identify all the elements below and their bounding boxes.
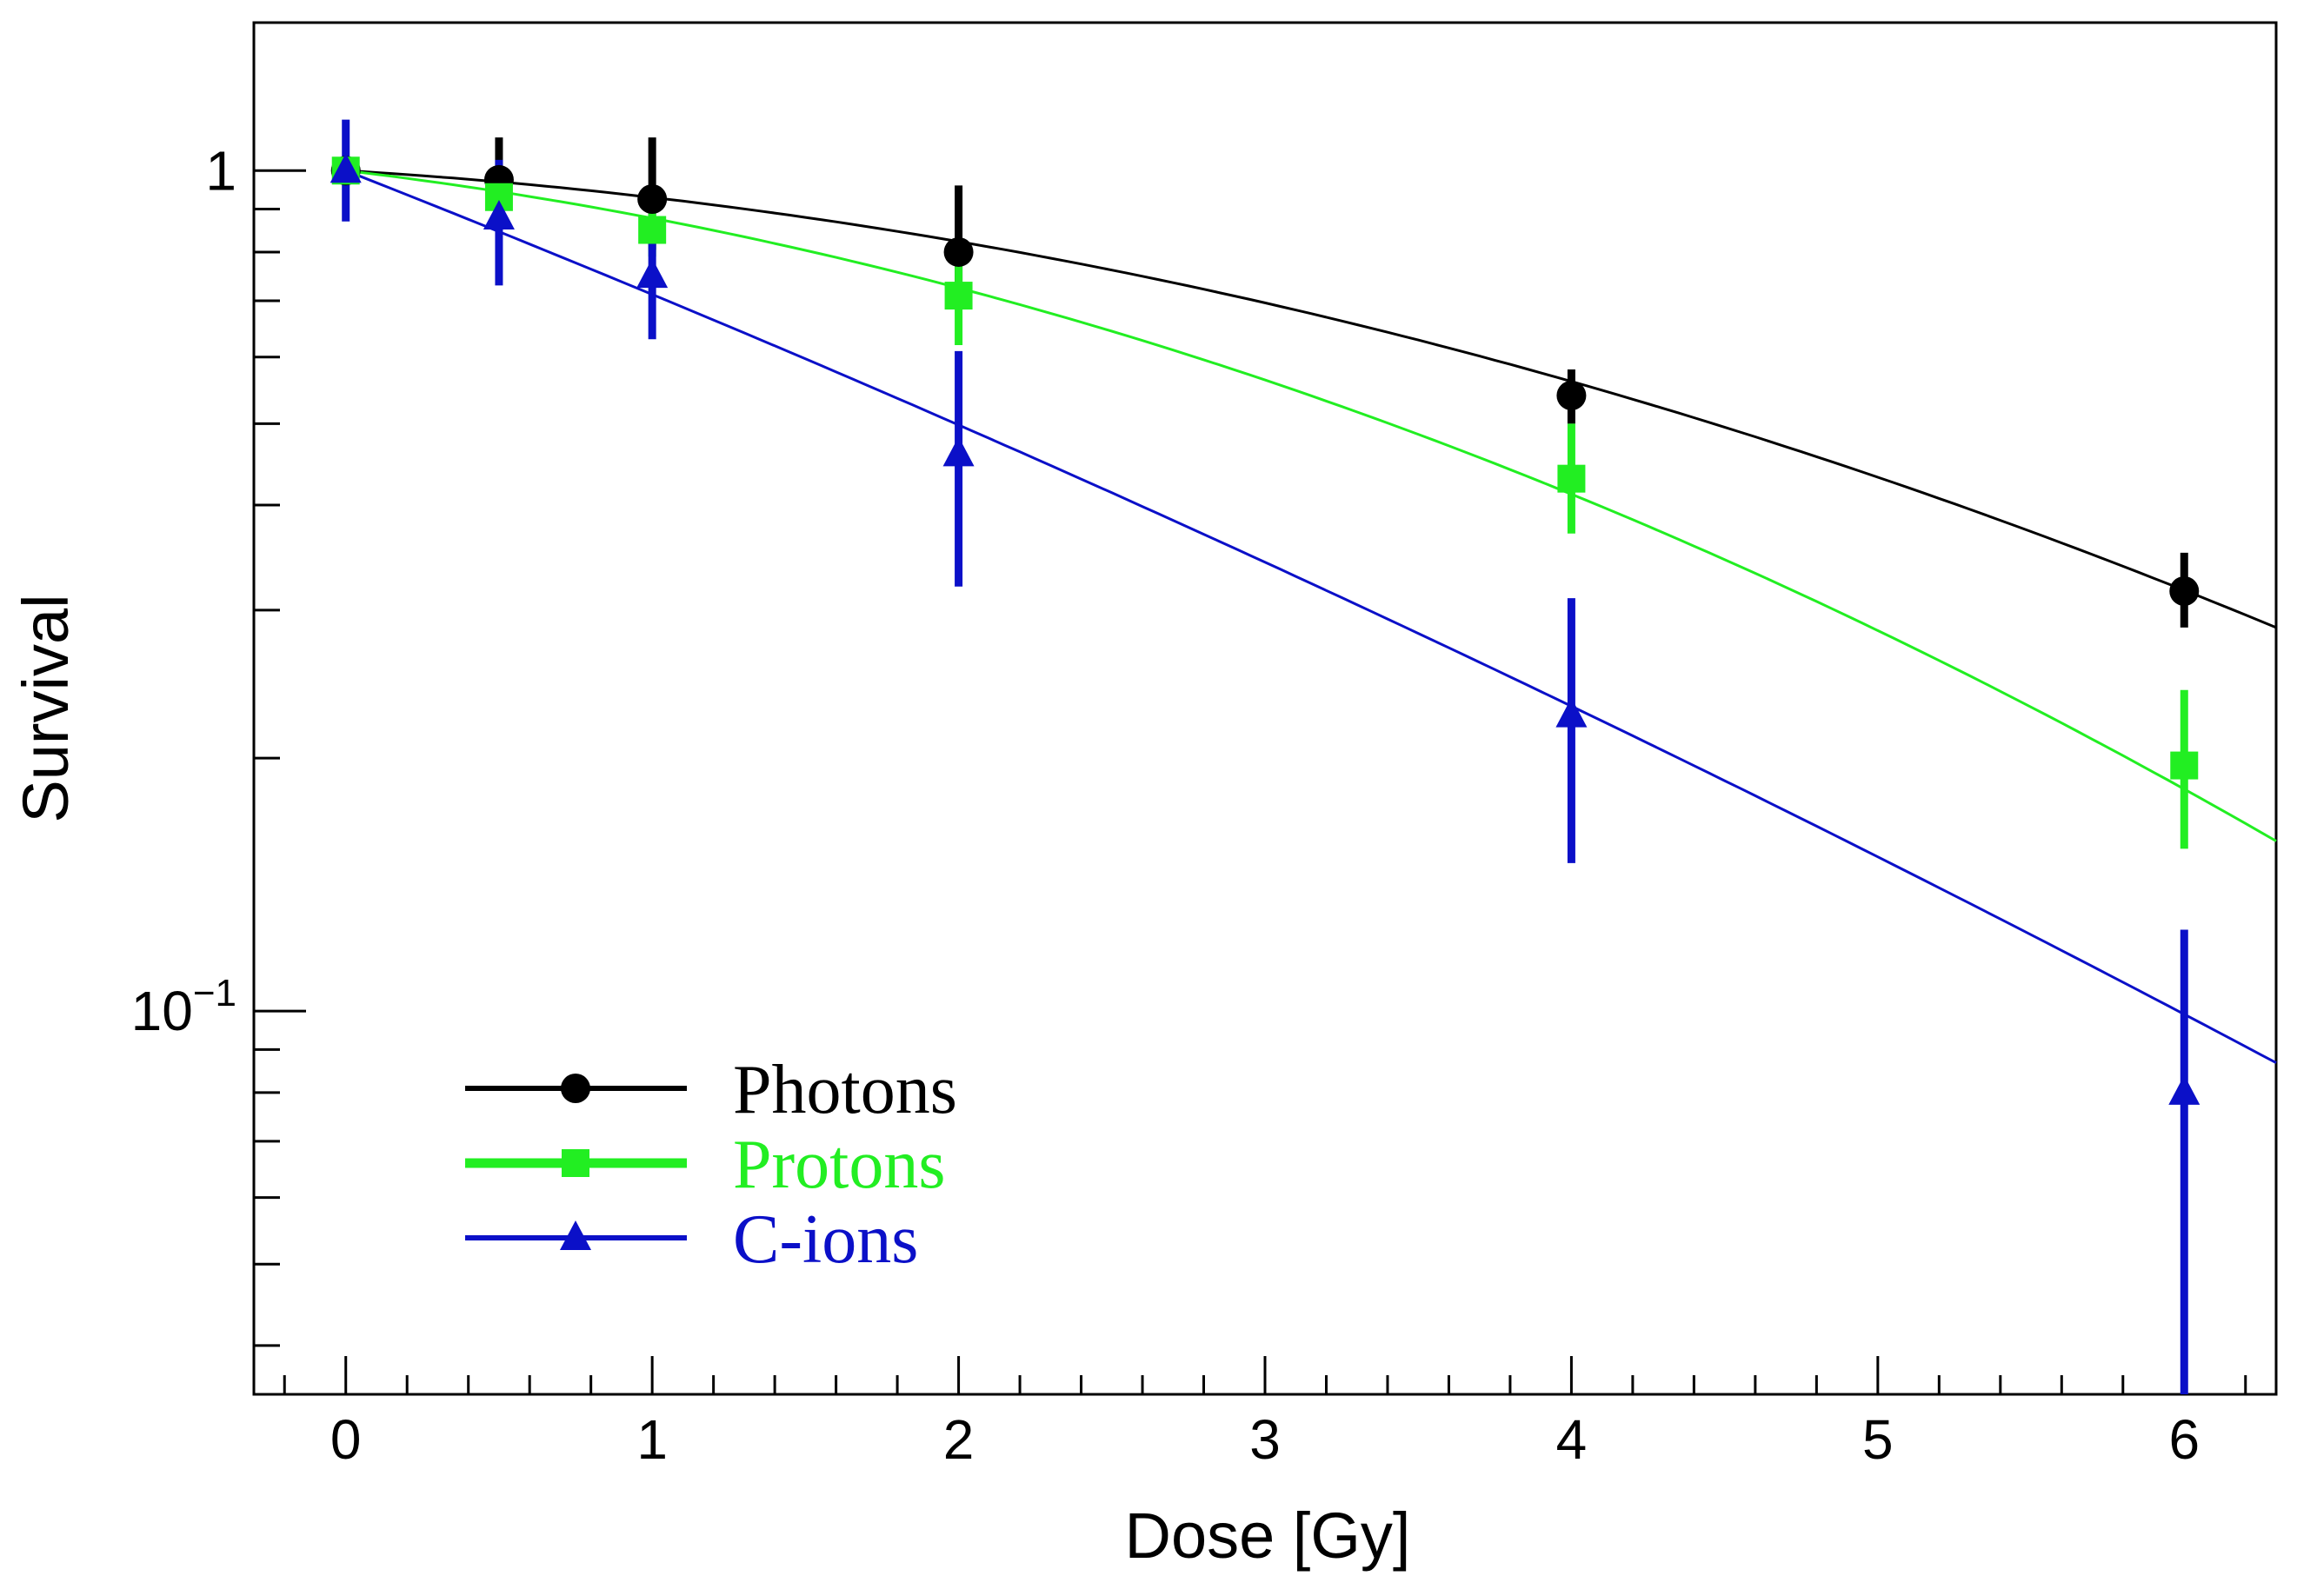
plot-frame [252,21,2278,1396]
fit-curve-protons [345,169,2277,842]
x-tick-label: 0 [330,1408,362,1471]
legend-marker-c-ions [560,1220,591,1250]
plot-area [252,21,2278,1396]
y-tick-label: 1 [205,139,236,202]
axis-ticks: 0 1 2 3 4 5 6 1 10−1 [131,139,2247,1471]
data-point-photons [637,183,668,214]
data-point-c-ions [942,436,975,467]
data-point-photons [2169,576,2200,607]
data-point-c-ions [636,258,669,289]
legend-label-photons: Photons [733,1052,957,1128]
data-point-c-ions [1555,697,1588,728]
data-point-c-ions [483,199,515,229]
data-point-photons [943,236,974,267]
x-tick-label: 3 [1249,1408,1281,1471]
legend-marker-photons [561,1074,590,1103]
y-axis-title: Survival [10,594,82,822]
data-point-protons [1557,464,1586,493]
legend-label-c-ions: C-ions [733,1201,918,1278]
fit-curve-c-ions [345,169,2277,1064]
data-point-protons [638,216,667,244]
x-axis-title: Dose [Gy] [1125,1500,1411,1572]
x-tick-label: 1 [636,1408,668,1471]
error-bars [342,119,2188,1394]
fit-curve-photons [345,169,2277,629]
fit-curves [345,169,2277,1064]
legend-marker-protons [562,1149,589,1177]
y-tick-exponent: −1 [193,972,236,1014]
y-tick-label: 10−1 [131,972,236,1042]
x-tick-label: 6 [2168,1408,2200,1471]
data-point-photons [1556,381,1587,411]
data-markers [330,153,2200,1105]
x-tick-label: 4 [1556,1408,1588,1471]
data-point-protons [944,282,973,310]
x-tick-label: 2 [943,1408,975,1471]
x-tick-label: 5 [1862,1408,1894,1471]
legend-label-protons: Protons [733,1127,946,1203]
data-point-c-ions [2168,1074,2200,1105]
y-tick-base: 10 [131,980,193,1042]
data-point-protons [2170,751,2199,780]
y-tick-base: 1 [205,139,236,202]
data-point-c-ions [330,153,362,183]
